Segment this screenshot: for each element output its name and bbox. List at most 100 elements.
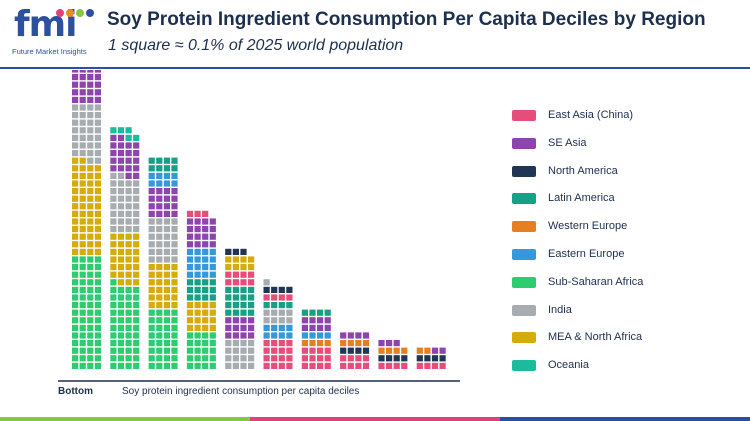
waffle-square bbox=[378, 355, 385, 362]
waffle-square bbox=[202, 340, 209, 347]
waffle-square bbox=[278, 286, 285, 293]
waffle-square bbox=[133, 157, 140, 164]
waffle-square bbox=[324, 362, 331, 369]
waffle-square bbox=[317, 355, 324, 362]
waffle-square bbox=[87, 127, 94, 134]
waffle-square bbox=[416, 355, 423, 362]
legend-label: North America bbox=[548, 164, 618, 177]
waffle-square bbox=[72, 172, 79, 179]
waffle-square bbox=[72, 271, 79, 278]
waffle-square bbox=[156, 248, 163, 255]
footer-color-strip bbox=[0, 417, 750, 421]
waffle-square bbox=[340, 332, 347, 339]
legend-label: Western Europe bbox=[548, 220, 628, 233]
waffle-square bbox=[248, 347, 255, 354]
waffle-square bbox=[148, 233, 155, 240]
waffle-square bbox=[87, 248, 94, 255]
waffle-square bbox=[202, 279, 209, 286]
waffle-square bbox=[94, 104, 101, 111]
waffle-square bbox=[148, 286, 155, 293]
waffle-square bbox=[87, 317, 94, 324]
waffle-square bbox=[171, 226, 178, 233]
waffle-square bbox=[79, 233, 86, 240]
waffle-square bbox=[263, 317, 270, 324]
waffle-square bbox=[125, 347, 132, 354]
waffle-square bbox=[72, 188, 79, 195]
waffle-square bbox=[87, 150, 94, 157]
waffle-square bbox=[79, 317, 86, 324]
waffle-column bbox=[263, 279, 293, 369]
legend-label: Eastern Europe bbox=[548, 248, 625, 260]
waffle-square bbox=[301, 324, 308, 331]
waffle-square bbox=[110, 150, 117, 157]
waffle-square bbox=[117, 294, 125, 301]
waffle-square bbox=[202, 355, 209, 362]
waffle-square bbox=[156, 286, 163, 293]
waffle-square bbox=[133, 302, 140, 309]
waffle-square bbox=[340, 355, 347, 362]
waffle-square bbox=[125, 172, 132, 179]
waffle-square bbox=[117, 309, 125, 316]
waffle-square bbox=[286, 362, 293, 369]
waffle-square bbox=[209, 218, 216, 225]
waffle-square bbox=[163, 317, 170, 324]
waffle-square bbox=[163, 271, 170, 278]
waffle-square bbox=[87, 81, 94, 88]
waffle-square bbox=[133, 233, 140, 240]
waffle-square bbox=[117, 188, 125, 195]
waffle-square bbox=[87, 233, 94, 240]
waffle-square bbox=[263, 302, 270, 309]
waffle-square bbox=[186, 324, 194, 331]
waffle-square bbox=[94, 332, 101, 339]
waffle-square bbox=[340, 347, 347, 354]
waffle-square bbox=[125, 256, 132, 263]
waffle-square bbox=[240, 332, 247, 339]
waffle-square bbox=[148, 165, 155, 172]
waffle-square bbox=[263, 294, 270, 301]
waffle-square bbox=[194, 233, 201, 240]
header-divider bbox=[0, 67, 750, 69]
waffle-square bbox=[232, 256, 239, 263]
waffle-square bbox=[163, 279, 170, 286]
waffle-square bbox=[194, 286, 201, 293]
waffle-square bbox=[117, 256, 125, 263]
waffle-square bbox=[278, 332, 285, 339]
waffle-square bbox=[309, 317, 316, 324]
waffle-square bbox=[202, 271, 209, 278]
waffle-square bbox=[110, 302, 117, 309]
waffle-square bbox=[209, 324, 216, 331]
waffle-square bbox=[317, 340, 324, 347]
waffle-square bbox=[209, 362, 216, 369]
waffle-square bbox=[278, 340, 285, 347]
waffle-square bbox=[271, 332, 278, 339]
waffle-square bbox=[171, 294, 178, 301]
waffle-square bbox=[94, 279, 101, 286]
waffle-square bbox=[194, 210, 201, 217]
waffle-square bbox=[148, 317, 155, 324]
waffle-square bbox=[117, 180, 125, 187]
waffle-square bbox=[72, 134, 79, 141]
waffle-square bbox=[202, 302, 209, 309]
waffle-square bbox=[240, 309, 247, 316]
waffle-square bbox=[72, 81, 79, 88]
waffle-square bbox=[163, 188, 170, 195]
waffle-square bbox=[225, 279, 232, 286]
waffle-square bbox=[163, 157, 170, 164]
waffle-square bbox=[424, 355, 431, 362]
legend-label: India bbox=[548, 303, 572, 316]
waffle-square bbox=[133, 248, 140, 255]
waffle-column bbox=[301, 309, 331, 369]
waffle-square bbox=[156, 347, 163, 354]
waffle-square bbox=[72, 248, 79, 255]
waffle-square bbox=[317, 332, 324, 339]
waffle-square bbox=[232, 264, 239, 271]
waffle-square bbox=[186, 279, 194, 286]
waffle-square bbox=[79, 271, 86, 278]
waffle-square bbox=[439, 347, 446, 354]
waffle-column bbox=[378, 340, 408, 369]
waffle-square bbox=[263, 309, 270, 316]
waffle-square bbox=[194, 256, 201, 263]
waffle-square bbox=[133, 188, 140, 195]
waffle-square bbox=[362, 355, 370, 362]
waffle-square bbox=[79, 279, 86, 286]
